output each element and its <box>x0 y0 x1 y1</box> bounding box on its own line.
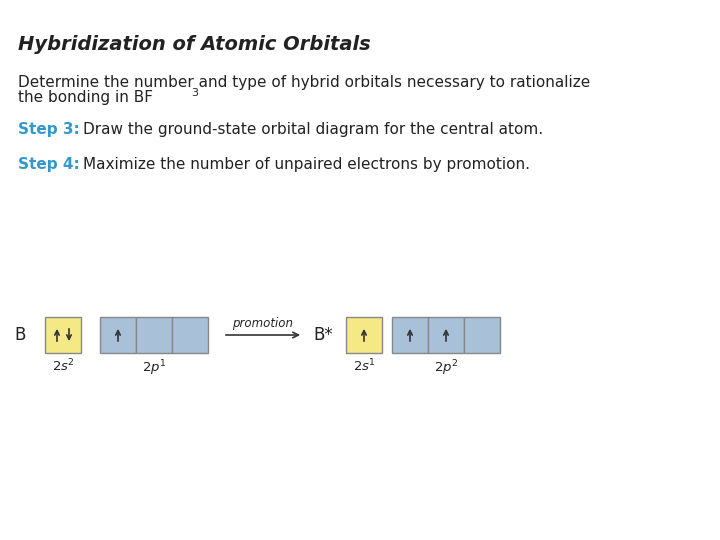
Text: $2p^2$: $2p^2$ <box>434 358 458 377</box>
Text: $2s^1$: $2s^1$ <box>353 358 375 375</box>
Text: the bonding in BF: the bonding in BF <box>18 90 153 105</box>
Text: Step 4:: Step 4: <box>18 157 80 172</box>
Bar <box>136 317 172 353</box>
Bar <box>464 317 500 353</box>
Text: $2p^1$: $2p^1$ <box>142 358 166 377</box>
Text: B: B <box>14 326 25 344</box>
Text: Determine the number and type of hybrid orbitals necessary to rationalize: Determine the number and type of hybrid … <box>18 75 590 90</box>
Bar <box>346 317 382 353</box>
Text: Step 3:: Step 3: <box>18 122 80 137</box>
Text: Draw the ground-state orbital diagram for the central atom.: Draw the ground-state orbital diagram fo… <box>83 122 543 137</box>
Text: B*: B* <box>313 326 333 344</box>
Text: Maximize the number of unpaired electrons by promotion.: Maximize the number of unpaired electron… <box>83 157 530 172</box>
Text: $2s^2$: $2s^2$ <box>52 358 74 375</box>
Bar <box>45 317 81 353</box>
Bar <box>100 317 136 353</box>
Bar <box>392 317 428 353</box>
Text: 3: 3 <box>191 89 198 98</box>
Text: Hybridization of Atomic Orbitals: Hybridization of Atomic Orbitals <box>18 35 371 54</box>
Text: promotion: promotion <box>233 317 294 330</box>
Bar <box>428 317 464 353</box>
Bar <box>172 317 208 353</box>
